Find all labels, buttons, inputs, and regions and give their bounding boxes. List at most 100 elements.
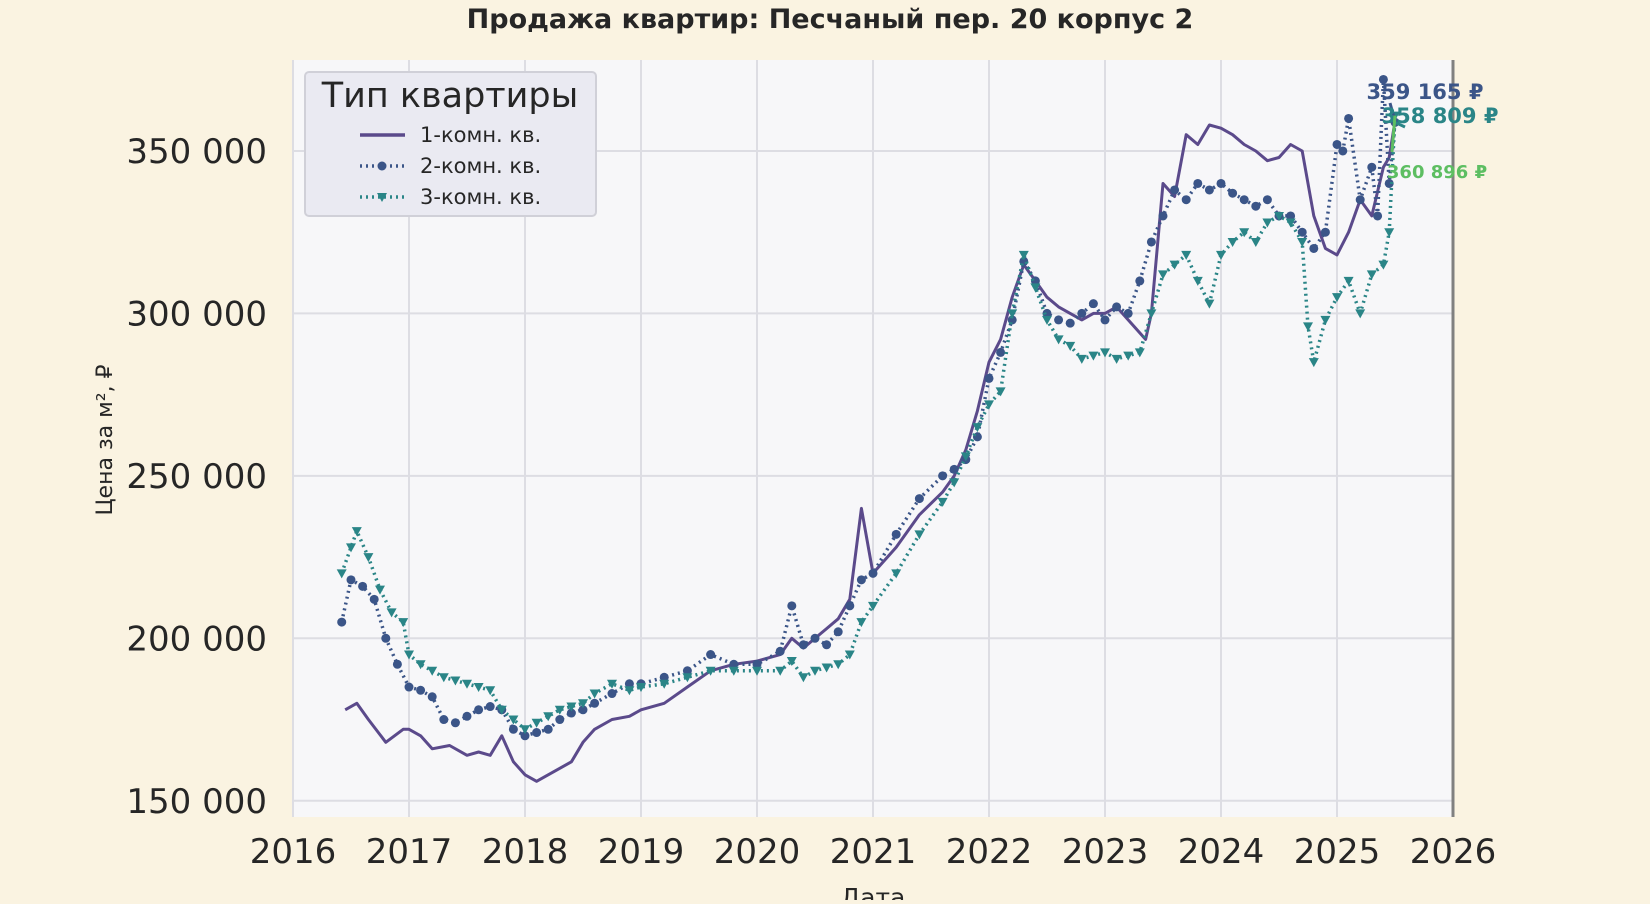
- series-3-point: [995, 387, 1006, 397]
- x-axis-ticks: 2016 2017 2018 2019 2020 2021 2022 2023 2024 2025…: [250, 832, 1497, 872]
- series-2-point: [1367, 162, 1377, 172]
- series-3-point: [798, 673, 809, 683]
- series-3-point: [960, 452, 971, 462]
- series-3-point: [415, 660, 426, 670]
- series-3-point: [682, 673, 693, 683]
- series-3-point: [1076, 354, 1087, 364]
- y-tick-label: 300 000: [126, 294, 267, 334]
- series-2-point: [996, 347, 1006, 357]
- series-2-point: [729, 659, 739, 669]
- y-axis-ticks: 150 000 200 000 250 000 300 000 350 000: [126, 132, 267, 822]
- series-3-point: [833, 660, 844, 670]
- series-2-point: [914, 494, 924, 504]
- series-2-point: [1135, 276, 1145, 286]
- series-2-point: [984, 373, 994, 383]
- x-tick-label: 2017: [366, 832, 453, 872]
- series-3-point: [984, 400, 994, 410]
- x-axis-label: Дата: [841, 883, 906, 900]
- series-2-point: [1193, 178, 1203, 188]
- series-3-point: [949, 478, 960, 488]
- legend-items: 1-комн. кв. 2-комн. кв. 3-комн. кв.: [360, 123, 541, 209]
- series-2-point: [485, 702, 495, 712]
- series-2-point: [1088, 299, 1098, 309]
- series-2-point: [775, 646, 785, 656]
- legend-label: 2-комн. кв.: [420, 154, 541, 178]
- series-2-point: [1170, 185, 1180, 195]
- series-3-point: [1134, 348, 1145, 358]
- series-3-point: [607, 679, 617, 689]
- series-3-point: [1216, 250, 1226, 260]
- y-axis-label: Цена за м², ₽: [93, 364, 118, 515]
- series-3-point: [427, 666, 438, 676]
- series-2-point: [833, 627, 843, 637]
- series-3-point: [543, 712, 554, 722]
- series-2-point: [659, 672, 669, 682]
- series-3-point: [1030, 283, 1041, 293]
- series-3-point: [1366, 270, 1377, 280]
- x-tick-label: 2022: [946, 832, 1033, 872]
- series-3-point: [1053, 335, 1064, 345]
- chart-title: Продажа квартир: Песчаный пер. 20 корпус…: [467, 4, 1194, 35]
- series-2-point: [1181, 195, 1191, 205]
- legend-marker: [377, 161, 387, 171]
- series-2-point: [369, 594, 379, 604]
- legend-label: 3-комн. кв.: [420, 185, 541, 209]
- series-2-point: [1042, 308, 1052, 318]
- series-3-point: [386, 608, 397, 618]
- series-2-point: [404, 682, 414, 692]
- series-3-point: [473, 683, 484, 693]
- series-2-point: [1320, 227, 1330, 237]
- legend: Тип квартиры 1-комн. кв. 2-комн. кв. 3-ком…: [304, 71, 597, 217]
- series-3-point: [554, 705, 565, 715]
- series-2-point: [1297, 227, 1307, 237]
- series-2-point: [1065, 318, 1075, 328]
- x-tick-label: 2021: [830, 832, 917, 872]
- series-3-point: [1262, 218, 1273, 228]
- series-3-point: [589, 689, 600, 699]
- series-2-point: [439, 715, 449, 725]
- series-2-point: [868, 568, 878, 578]
- series-3-point: [1181, 250, 1192, 260]
- series-2-point: [1216, 178, 1226, 188]
- x-tick-label: 2023: [1062, 832, 1149, 872]
- series-2-point: [1228, 188, 1238, 198]
- series-3-point: [398, 618, 409, 628]
- series-2-point: [1378, 74, 1388, 84]
- legend-title: Тип квартиры: [321, 76, 579, 116]
- legend-marker: [377, 193, 387, 202]
- series-3-point: [1111, 354, 1122, 364]
- series-3-point: [1018, 250, 1029, 260]
- series-2-point: [346, 575, 356, 585]
- series-3-point: [914, 530, 925, 540]
- series-3-group: [336, 111, 1400, 735]
- series-2-point: [1384, 178, 1394, 188]
- series-2-point: [810, 633, 820, 643]
- annotations: 359 165 ₽358 809 ₽ 360 896 ₽: [1367, 80, 1499, 183]
- x-tick-label: 2025: [1294, 832, 1381, 872]
- series-3-point: [1250, 237, 1261, 247]
- series-3-point: [752, 666, 762, 676]
- series-3-point: [531, 718, 542, 728]
- series-3-point: [1007, 309, 1018, 319]
- series-2-point: [1332, 139, 1342, 149]
- series-3-point: [659, 679, 670, 689]
- series-3-point: [856, 618, 867, 628]
- x-tick-label: 2016: [250, 832, 337, 872]
- series-2-point: [590, 698, 600, 708]
- series-3-point: [404, 650, 414, 660]
- legend-box: [304, 71, 597, 217]
- series-2-point: [392, 659, 402, 669]
- x-tick-label: 2024: [1178, 832, 1265, 872]
- series-3-point: [1332, 293, 1342, 303]
- series-3-point: [1384, 228, 1395, 238]
- series-3-point: [786, 657, 797, 667]
- series-3-point: [624, 686, 635, 696]
- series-2-point: [938, 471, 948, 481]
- series-2-point: [1344, 113, 1354, 123]
- series-2-point: [1077, 308, 1087, 318]
- series-2-point: [607, 689, 617, 699]
- series-2-point: [566, 708, 576, 718]
- legend-item: 3-комн. кв.: [360, 185, 541, 209]
